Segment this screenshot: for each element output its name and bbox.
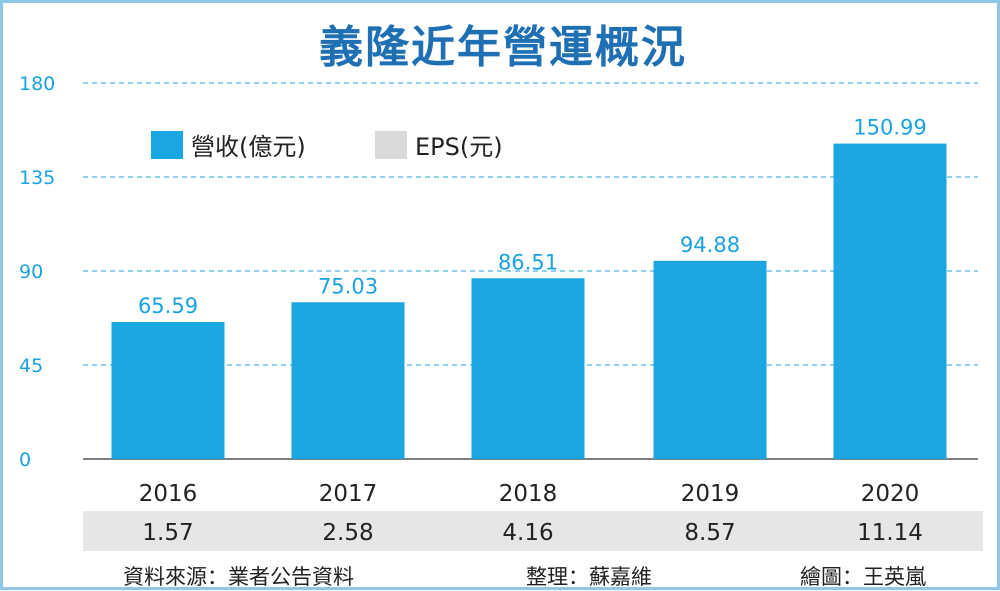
y-tick-label: 90 <box>19 261 43 283</box>
legend-swatch-revenue <box>151 131 183 159</box>
legend-label-revenue: 營收(億元) <box>191 133 306 161</box>
bar-value-label: 94.88 <box>680 233 740 257</box>
bar <box>833 143 947 459</box>
organized-note: 整理：蘇嘉維 <box>526 565 652 589</box>
bar <box>653 260 767 459</box>
y-tick-label: 135 <box>19 167 55 189</box>
y-tick-label: 45 <box>19 355 43 377</box>
bar-value-label: 86.51 <box>498 250 558 274</box>
bar <box>471 278 585 459</box>
source-note: 資料來源：業者公告資料 <box>123 565 354 589</box>
eps-value-label: 2.58 <box>322 520 373 546</box>
bar-value-label: 75.03 <box>318 274 378 298</box>
legend-label-eps: EPS(元) <box>415 133 503 161</box>
x-tick-label: 2016 <box>139 481 198 507</box>
eps-value-label: 4.16 <box>502 520 553 546</box>
eps-value-label: 8.57 <box>684 520 735 546</box>
eps-value-label: 1.57 <box>142 520 193 546</box>
drawn-note: 繪圖：王英嵐 <box>800 565 926 589</box>
chart-canvas: 0 45 90 135 180 65.59 2016 1.57 75.03 2017 2.58 86… <box>19 73 983 551</box>
x-tick-label: 2017 <box>319 481 378 507</box>
bar <box>111 321 225 459</box>
y-tick-label: 180 <box>19 73 55 95</box>
bar <box>291 302 405 459</box>
footer: 資料來源：業者公告資料 整理：蘇嘉維 繪圖：王英嵐 <box>3 561 1000 589</box>
eps-band <box>83 511 983 551</box>
bar-value-label: 65.59 <box>138 294 198 318</box>
x-tick-label: 2019 <box>681 481 740 507</box>
bar-value-label: 150.99 <box>853 116 926 140</box>
x-tick-label: 2020 <box>861 481 920 507</box>
x-tick-label: 2018 <box>499 481 558 507</box>
legend-swatch-eps <box>375 131 407 159</box>
y-tick-label: 0 <box>19 449 31 471</box>
chart-title: 義隆近年營運概況 <box>319 22 687 73</box>
eps-value-label: 11.14 <box>857 520 923 546</box>
